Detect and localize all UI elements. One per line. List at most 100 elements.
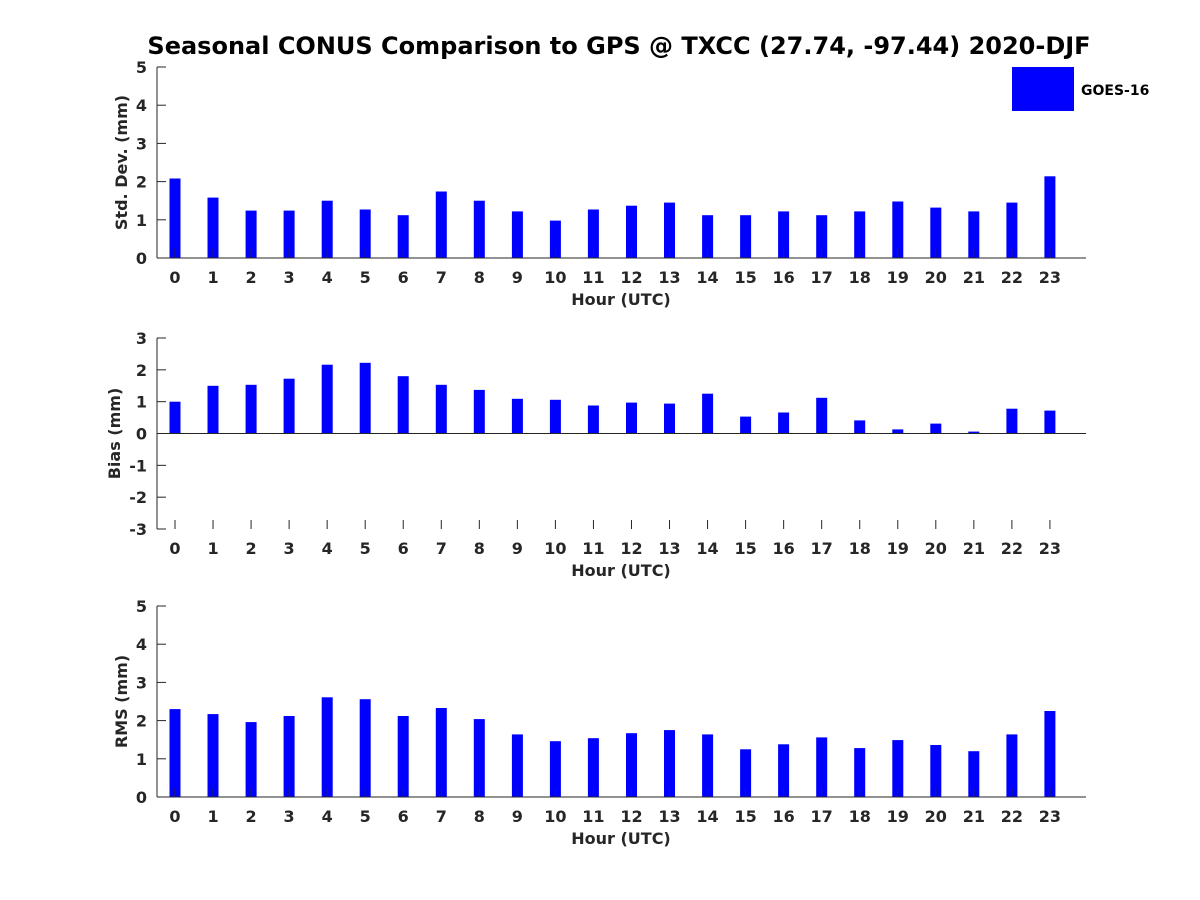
x-tick-label: 9 — [512, 268, 523, 287]
bar — [702, 215, 714, 258]
bar — [397, 716, 409, 797]
bar — [549, 741, 561, 797]
legend-swatch — [1012, 67, 1074, 111]
x-tick-label: 21 — [963, 539, 985, 558]
x-tick-label: 14 — [696, 539, 718, 558]
bar — [321, 364, 333, 434]
x-tick-label: 6 — [398, 268, 409, 287]
x-tick-label: 0 — [169, 807, 180, 826]
bar — [740, 749, 752, 798]
x-tick-label: 18 — [849, 807, 871, 826]
y-tick-label: 3 — [136, 673, 147, 692]
x-tick-label: 5 — [360, 807, 371, 826]
bar — [930, 745, 942, 797]
x-tick-label: 7 — [436, 539, 447, 558]
y-tick-label: 0 — [136, 788, 147, 807]
x-tick-label: 8 — [474, 539, 485, 558]
panel-1: 0 1 2 3 4 5 6 7 8 9 10 11 12 13 14 15 16 17 18 19 20 21 22 2301… — [112, 58, 1086, 309]
x-tick-label: 2 — [246, 807, 257, 826]
x-tick-label: 0 — [169, 539, 180, 558]
x-tick-label: 7 — [436, 268, 447, 287]
y-tick-label: 2 — [136, 361, 147, 380]
bar — [359, 699, 371, 797]
x-tick-label: 4 — [322, 539, 333, 558]
x-tick-label: 1 — [207, 268, 218, 287]
bar — [169, 709, 181, 797]
x-tick-label: 5 — [360, 539, 371, 558]
bar — [968, 211, 980, 258]
bar — [435, 708, 447, 797]
bar — [626, 402, 637, 434]
bar — [892, 201, 904, 258]
bar — [664, 730, 675, 797]
bar — [702, 393, 714, 434]
y-tick-label: 1 — [136, 750, 147, 769]
bar — [626, 733, 637, 797]
bar — [549, 220, 561, 258]
x-tick-label: 17 — [811, 268, 833, 287]
bar — [283, 378, 295, 434]
bar — [587, 209, 599, 258]
bar — [740, 215, 752, 258]
x-tick-label: 18 — [849, 268, 871, 287]
bar — [587, 738, 599, 797]
chart-panels: 0 1 2 3 4 5 6 7 8 9 10 11 12 13 14 15 16 17 18 19 20 21 22 2301… — [105, 58, 1086, 848]
y-tick-label: 1 — [136, 393, 147, 412]
x-tick-label: 1 — [207, 539, 218, 558]
y-tick-label: 5 — [136, 58, 147, 77]
x-tick-label: 12 — [620, 539, 642, 558]
bar — [854, 748, 866, 797]
bar — [778, 412, 790, 434]
x-tick-label: 10 — [544, 539, 566, 558]
bar — [169, 178, 181, 258]
x-tick-label: 19 — [887, 268, 909, 287]
y-tick-label: 2 — [136, 712, 147, 731]
x-tick-label: 15 — [734, 268, 756, 287]
x-tick-label: 23 — [1039, 268, 1061, 287]
y-tick-label: -3 — [129, 520, 147, 539]
y-tick-label: 4 — [136, 96, 147, 115]
y-tick-label: 1 — [136, 211, 147, 230]
y-axis-label: Std. Dev. (mm) — [112, 95, 131, 230]
x-tick-label: 18 — [849, 539, 871, 558]
y-tick-label: 0 — [136, 249, 147, 268]
x-tick-label: 23 — [1039, 807, 1061, 826]
y-tick-label: -2 — [129, 488, 147, 507]
chart-title: Seasonal CONUS Comparison to GPS @ TXCC … — [147, 32, 1090, 60]
bar — [1044, 410, 1056, 434]
bar — [321, 697, 333, 797]
bar — [207, 385, 219, 434]
x-tick-label: 17 — [811, 807, 833, 826]
x-tick-label: 10 — [544, 268, 566, 287]
x-tick-label: 8 — [474, 268, 485, 287]
bar — [1006, 408, 1018, 434]
x-tick-label: 4 — [322, 268, 333, 287]
x-tick-label: 16 — [773, 268, 795, 287]
bar — [740, 416, 752, 434]
x-tick-label: 11 — [582, 539, 604, 558]
bar — [930, 423, 942, 434]
x-tick-label: 20 — [925, 807, 947, 826]
x-axis-label: Hour (UTC) — [571, 290, 671, 309]
x-tick-label: 22 — [1001, 807, 1023, 826]
bar — [473, 200, 485, 258]
legend: GOES-16 — [1012, 67, 1149, 111]
x-tick-label: 13 — [658, 268, 680, 287]
bar — [245, 384, 257, 434]
bar — [664, 202, 675, 258]
y-tick-label: 3 — [136, 134, 147, 153]
y-tick-label: -1 — [129, 456, 147, 475]
x-tick-label: 2 — [246, 268, 257, 287]
bar — [778, 211, 790, 258]
x-tick-label: 3 — [284, 268, 295, 287]
bar — [321, 200, 333, 258]
bar — [930, 207, 942, 258]
x-tick-label: 20 — [925, 268, 947, 287]
x-tick-label: 9 — [512, 807, 523, 826]
x-tick-label: 14 — [696, 268, 718, 287]
bar — [778, 744, 790, 797]
x-tick-label: 20 — [925, 539, 947, 558]
x-tick-label: 13 — [658, 807, 680, 826]
bar — [892, 429, 904, 434]
